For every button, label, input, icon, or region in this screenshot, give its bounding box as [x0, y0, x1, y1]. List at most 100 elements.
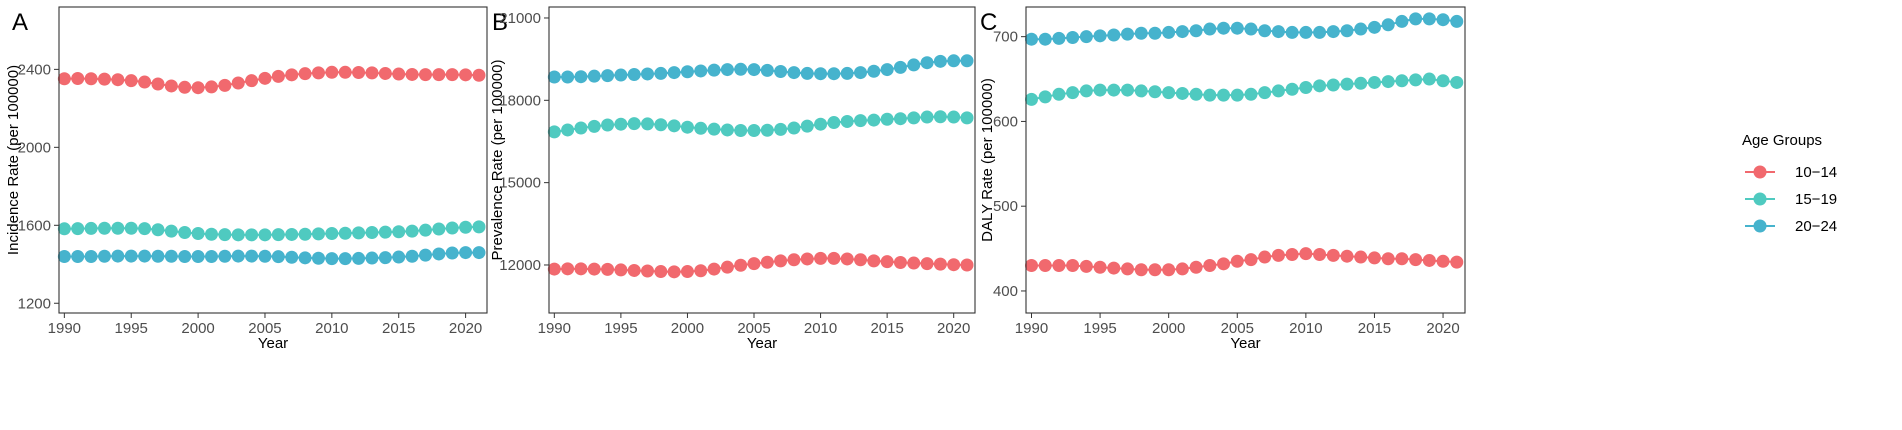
data-point [667, 66, 681, 80]
data-point [1203, 22, 1217, 36]
data-point [694, 64, 708, 78]
data-point [1175, 25, 1189, 39]
data-point [574, 262, 588, 276]
data-point [164, 249, 178, 263]
data-point [1107, 83, 1121, 97]
data-point [204, 227, 218, 241]
data-point [1107, 261, 1121, 275]
panel-c: C 1990 1995 2000 2005 2010 2015 2020 400 500 600 70… [979, 6, 1466, 352]
data-point [920, 56, 934, 70]
data-point [1052, 259, 1066, 273]
data-point [311, 251, 325, 265]
y-tick-label: 1200 [18, 295, 51, 312]
data-point [1079, 84, 1093, 98]
y-axis-title: Prevalence Rate (per 100000) [489, 60, 506, 261]
data-point [1422, 253, 1436, 267]
data-point [138, 249, 152, 263]
data-point [1436, 74, 1450, 88]
x-tick-label: 2005 [737, 320, 770, 337]
data-point [71, 249, 85, 263]
data-point [472, 246, 486, 260]
data-point [1326, 248, 1340, 262]
data-point [707, 262, 721, 276]
x-tick-label: 2015 [382, 320, 415, 337]
data-point [298, 251, 312, 265]
data-point [1340, 249, 1354, 263]
data-point [587, 119, 601, 133]
data-point [1175, 262, 1189, 276]
data-point [124, 249, 138, 263]
data-point [1381, 18, 1395, 32]
x-tick-label: 2000 [181, 320, 214, 337]
data-point [734, 124, 748, 137]
data-point [1326, 78, 1340, 92]
data-point [827, 251, 841, 265]
data-point [151, 77, 165, 91]
x-tick-label: 1995 [115, 320, 148, 337]
data-point [840, 114, 854, 128]
data-point [1217, 21, 1231, 35]
data-point [947, 258, 961, 272]
data-point [1052, 87, 1066, 101]
data-point [907, 256, 921, 270]
data-point [1299, 25, 1313, 39]
y-tick-label: 700 [993, 29, 1018, 46]
data-point [1148, 26, 1162, 40]
data-point [459, 68, 473, 82]
data-point [1230, 254, 1244, 268]
data-point [1422, 72, 1436, 86]
data-point [547, 70, 561, 84]
y-tick-label: 12000 [499, 257, 541, 274]
data-point [720, 260, 734, 274]
data-point [245, 228, 259, 242]
data-point [827, 116, 841, 130]
data-point [378, 66, 392, 80]
data-point [1217, 257, 1231, 271]
series-group [547, 54, 974, 279]
data-point [352, 226, 366, 240]
data-point [1409, 253, 1423, 267]
data-point [1450, 75, 1464, 89]
x-axis-title: Year [747, 335, 777, 352]
x-tick-label: 2000 [1152, 320, 1185, 337]
data-point [760, 255, 774, 269]
data-point [378, 225, 392, 239]
data-point [601, 69, 615, 83]
data-point [1121, 83, 1135, 97]
legend-key-point [1753, 165, 1767, 179]
data-point [445, 221, 459, 235]
data-point [800, 66, 814, 80]
data-point [1285, 82, 1299, 96]
data-point [1230, 21, 1244, 35]
data-point [231, 228, 245, 242]
data-point [920, 257, 934, 271]
data-point [814, 251, 828, 265]
data-point [1217, 88, 1231, 102]
data-point [1024, 32, 1038, 46]
data-point [614, 68, 628, 82]
data-point [1038, 259, 1052, 273]
x-tick-label: 1990 [1015, 320, 1048, 337]
data-point [218, 78, 232, 92]
data-point [614, 263, 628, 277]
data-point [1038, 32, 1052, 46]
data-point [893, 60, 907, 74]
data-point [960, 111, 974, 125]
data-point [1066, 31, 1080, 45]
data-point [1093, 29, 1107, 43]
x-tick-label: 2020 [937, 320, 970, 337]
data-point [392, 67, 406, 81]
y-tick-label: 2000 [18, 139, 51, 156]
data-point [1244, 22, 1258, 36]
x-tick-label: 2010 [315, 320, 348, 337]
x-tick-label: 1990 [538, 320, 571, 337]
legend-label: 15−19 [1795, 191, 1837, 208]
plot-frame [1025, 6, 1466, 314]
data-point [947, 110, 961, 124]
x-axis-title: Year [1230, 335, 1260, 352]
data-point [1313, 25, 1327, 39]
data-point [854, 66, 868, 80]
plot-frame [548, 6, 976, 314]
data-point [445, 68, 459, 82]
